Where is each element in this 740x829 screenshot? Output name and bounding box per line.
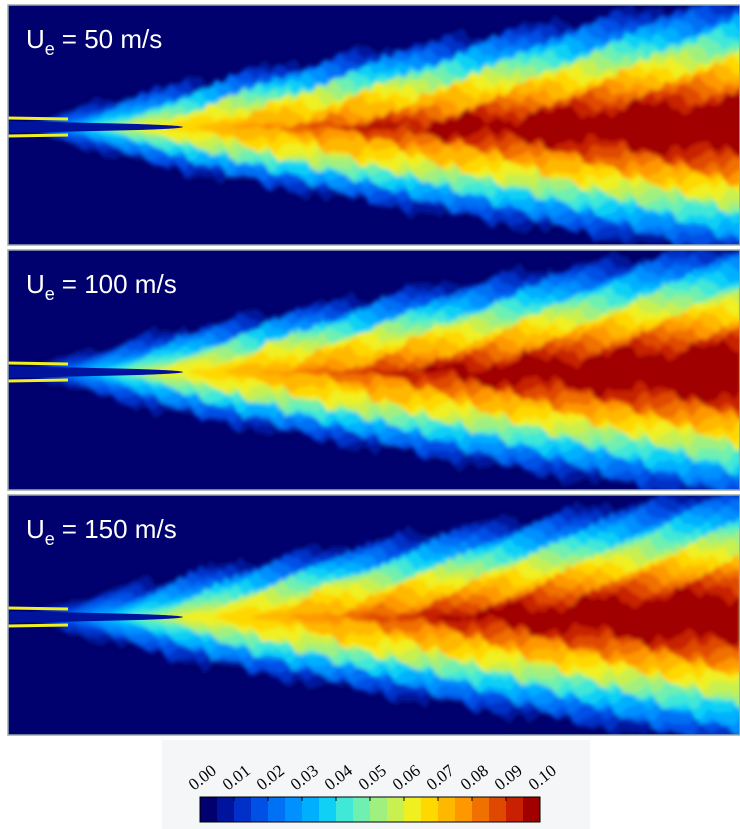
label-symbol: U [26,514,45,544]
contour-panel [8,5,740,245]
label-subscript: e [45,39,55,59]
colorbar-swatch [251,797,269,822]
panel-border [7,4,740,246]
colorbar-swatch [268,797,286,822]
contour-levels [22,495,740,735]
colorbar-swatch [336,797,354,822]
colorbar-swatch [523,797,541,822]
colorbar-swatch [438,797,456,822]
colorbar-swatch [489,797,507,822]
colorbar-swatch [353,797,371,822]
colorbar-swatch [455,797,473,822]
shear-layer [8,133,69,138]
colorbar-swatch [234,797,252,822]
label-text: = 150 m/s [62,514,177,544]
shear-layer [8,623,69,628]
colorbar-swatch [421,797,439,822]
panel-label: Ue = 100 m/s [26,269,177,304]
colorbar-swatch [285,797,303,822]
label-symbol: U [26,24,45,54]
label-text: = 50 m/s [62,24,162,54]
colorbar-swatch [370,797,388,822]
contour-panel [8,495,740,735]
label-subscript: e [45,529,55,549]
shear-layer [8,606,69,611]
jet-core [8,121,183,133]
label-subscript: e [45,284,55,304]
contour-levels [19,5,740,245]
contour-level [392,338,740,404]
shear-layer [8,378,69,383]
contour-level [354,93,740,158]
colorbar-swatch [387,797,405,822]
panel-label: Ue = 50 m/s [26,24,162,59]
shear-layer [8,361,69,366]
colorbar-swatch [472,797,490,822]
label-text: = 100 m/s [62,269,177,299]
panel-border [7,249,740,491]
colorbar-swatch [404,797,422,822]
panel-label: Ue = 150 m/s [26,514,177,549]
panel-border [7,494,740,736]
colorbar-swatch [319,797,337,822]
label-symbol: U [26,269,45,299]
colorbar-swatch [217,797,235,822]
jet-core [8,611,183,623]
contour-levels [21,250,740,490]
jet-core [8,366,183,378]
shear-layer [8,116,69,121]
colorbar-swatch [302,797,320,822]
contour-panel [8,250,740,490]
colorbar-swatch [200,797,218,822]
contour-level [430,586,740,648]
colorbar-swatch [506,797,524,822]
